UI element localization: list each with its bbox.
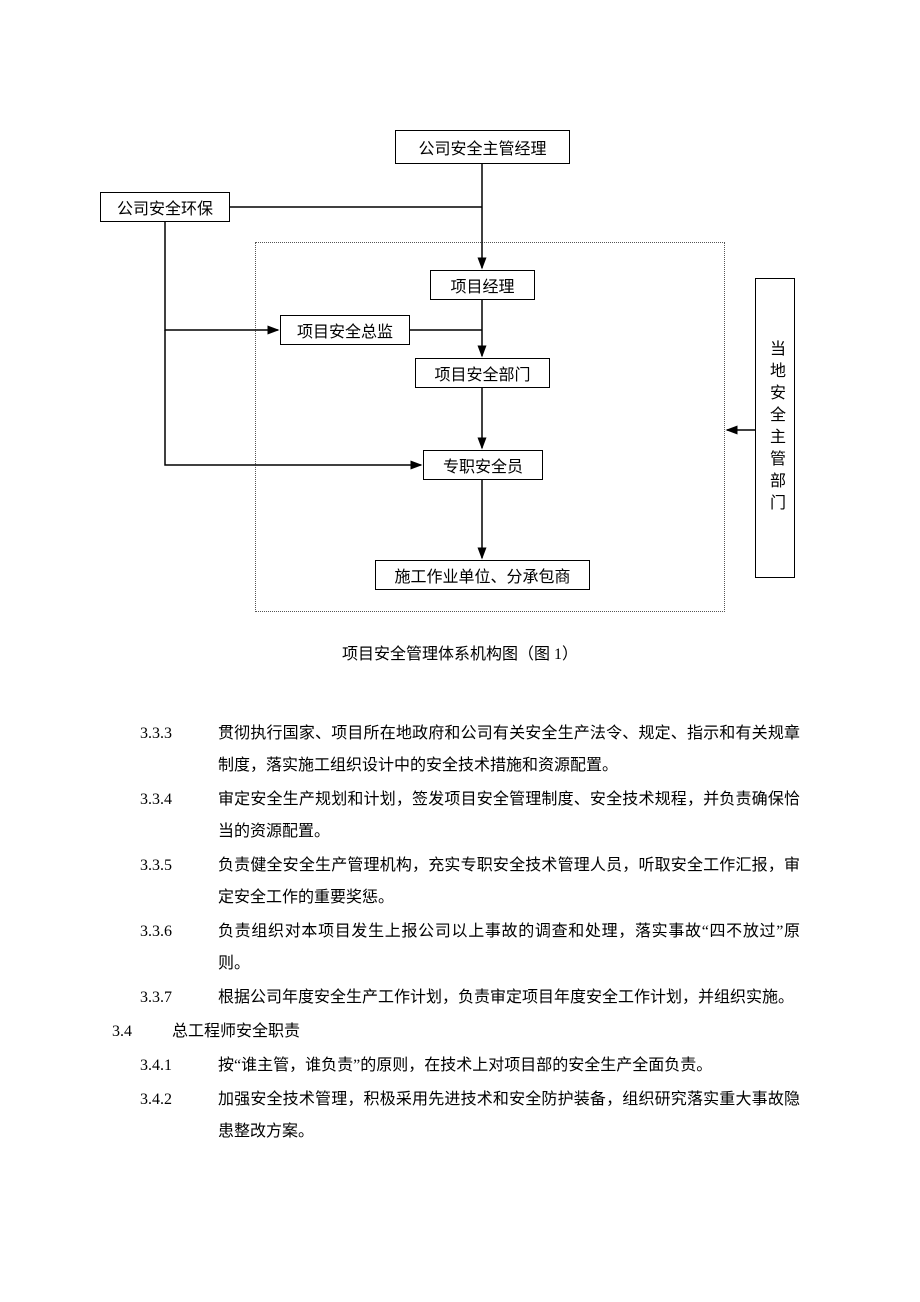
node-company-manager: 公司安全主管经理 [395, 130, 570, 164]
item-number: 3.3.3 [140, 718, 218, 782]
org-chart-diagram: 公司安全主管经理 公司安全环保 项目经理 项目安全总监 项目安全部门 专职安全员… [100, 130, 820, 620]
diagram-caption: 项目安全管理体系机构图（图 1） [0, 640, 920, 664]
item-text: 负责组织对本项目发生上报公司以上事故的调查和处理，落实事故“四不放过”原则。 [218, 916, 800, 980]
list-item: 3.3.7 根据公司年度安全生产工作计划，负责审定项目年度安全工作计划，并组织实… [140, 982, 800, 1014]
node-safety-officer: 专职安全员 [423, 450, 543, 480]
item-number: 3.4.1 [140, 1050, 218, 1082]
item-number: 3.3.7 [140, 982, 218, 1014]
item-text: 审定安全生产规划和计划，签发项目安全管理制度、安全技术规程，并负责确保恰当的资源… [218, 784, 800, 848]
node-project-safety-director: 项目安全总监 [280, 315, 410, 345]
item-text: 贯彻执行国家、项目所在地政府和公司有关安全生产法令、规定、指示和有关规章制度，落… [218, 718, 800, 782]
list-item: 3.4.2 加强安全技术管理，积极采用先进技术和安全防护装备，组织研究落实重大事… [140, 1084, 800, 1148]
item-number: 3.3.4 [140, 784, 218, 848]
item-number: 3.3.5 [140, 850, 218, 914]
list-item: 3.3.3 贯彻执行国家、项目所在地政府和公司有关安全生产法令、规定、指示和有关… [140, 718, 800, 782]
item-text: 根据公司年度安全生产工作计划，负责审定项目年度安全工作计划，并组织实施。 [218, 982, 800, 1014]
node-local-safety-authority: 当地安全主管部门 [755, 278, 795, 578]
node-contractors: 施工作业单位、分承包商 [375, 560, 590, 590]
list-item: 3.3.4 审定安全生产规划和计划，签发项目安全管理制度、安全技术规程，并负责确… [140, 784, 800, 848]
list-item: 3.3.5 负责健全安全生产管理机构，充实专职安全技术管理人员，听取安全工作汇报… [140, 850, 800, 914]
section-title: 总工程师安全职责 [172, 1016, 300, 1048]
item-number: 3.4.2 [140, 1084, 218, 1148]
list-item: 3.3.6 负责组织对本项目发生上报公司以上事故的调查和处理，落实事故“四不放过… [140, 916, 800, 980]
section-heading: 3.4 总工程师安全职责 [112, 1016, 800, 1048]
item-text: 按“谁主管，谁负责”的原则，在技术上对项目部的安全生产全面负责。 [218, 1050, 800, 1082]
node-company-safety-env: 公司安全环保 [100, 192, 230, 222]
item-number: 3.3.6 [140, 916, 218, 980]
node-project-safety-dept: 项目安全部门 [415, 358, 550, 388]
node-project-manager: 项目经理 [430, 270, 535, 300]
document-body: 3.3.3 贯彻执行国家、项目所在地政府和公司有关安全生产法令、规定、指示和有关… [140, 718, 800, 1150]
item-text: 负责健全安全生产管理机构，充实专职安全技术管理人员，听取安全工作汇报，审定安全工… [218, 850, 800, 914]
section-number: 3.4 [112, 1016, 172, 1048]
list-item: 3.4.1 按“谁主管，谁负责”的原则，在技术上对项目部的安全生产全面负责。 [140, 1050, 800, 1082]
item-text: 加强安全技术管理，积极采用先进技术和安全防护装备，组织研究落实重大事故隐患整改方… [218, 1084, 800, 1148]
